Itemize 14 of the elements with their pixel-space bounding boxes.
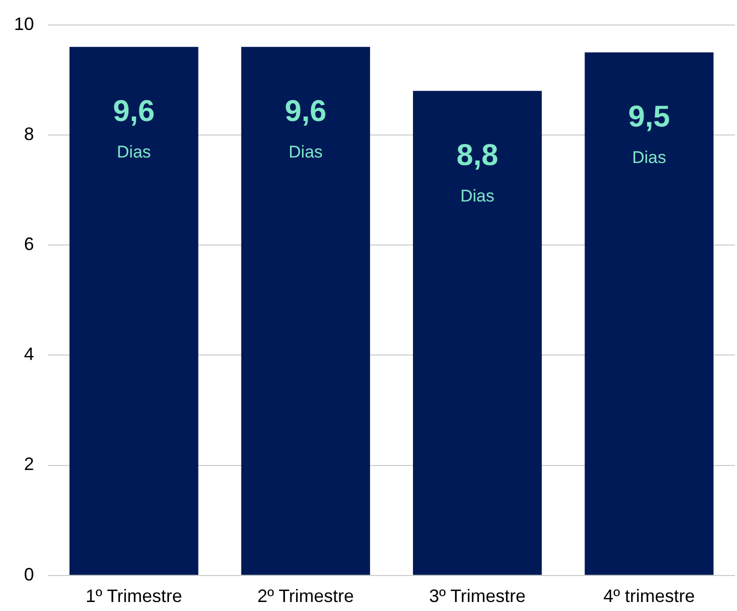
x-tick-label: 2º Trimestre — [257, 586, 354, 606]
data-label: 9,6 Dias — [113, 95, 155, 162]
y-tick-label: 6 — [24, 234, 34, 254]
y-tick-label: 8 — [24, 124, 34, 144]
y-tick-label: 0 — [24, 564, 34, 584]
data-label: 8,8 Dias — [456, 139, 498, 206]
x-tick-label: 4º trimestre — [603, 586, 695, 606]
y-tick-label: 10 — [14, 14, 34, 34]
data-label: 9,5 Dias — [628, 100, 670, 168]
x-tick-label: 3º Trimestre — [429, 586, 526, 606]
x-tick-label: 1º Trimestre — [86, 586, 182, 606]
y-tick-label: 4 — [24, 344, 34, 364]
data-label: 9,6 Dias — [284, 95, 326, 162]
y-tick-label: 2 — [24, 454, 34, 474]
